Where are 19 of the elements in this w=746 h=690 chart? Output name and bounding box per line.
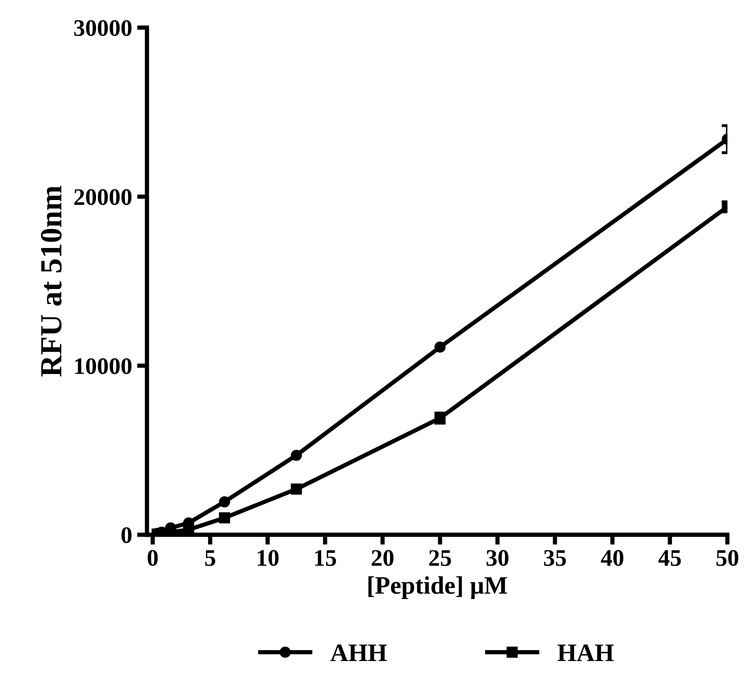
x-tick-label: 0: [148, 550, 158, 566]
x-tick-label: 20: [372, 550, 394, 566]
x-tick-label: 50: [716, 550, 738, 566]
legend-label: HAH: [558, 644, 614, 661]
y-tick-label: 20000: [74, 189, 132, 206]
x-tick-label: 35: [544, 550, 566, 566]
x-tick-label: 40: [600, 550, 624, 566]
x-tick-label: 30: [486, 550, 508, 566]
y-tick-label: 30000: [74, 20, 132, 36]
x-tick-label: 5: [205, 550, 216, 566]
x-axis-title: [Peptide] μM: [368, 576, 508, 599]
y-tick-label: 10000: [75, 358, 132, 374]
y-tick-label: 0: [121, 527, 132, 544]
x-tick-label: 10: [258, 550, 279, 566]
x-tick-label: 25: [429, 550, 451, 566]
x-tick-label: 45: [658, 550, 681, 566]
legend-label: AHH: [330, 644, 387, 661]
y-axis-title: RFU at 510nm: [40, 186, 62, 377]
x-tick-label: 15: [315, 550, 336, 566]
